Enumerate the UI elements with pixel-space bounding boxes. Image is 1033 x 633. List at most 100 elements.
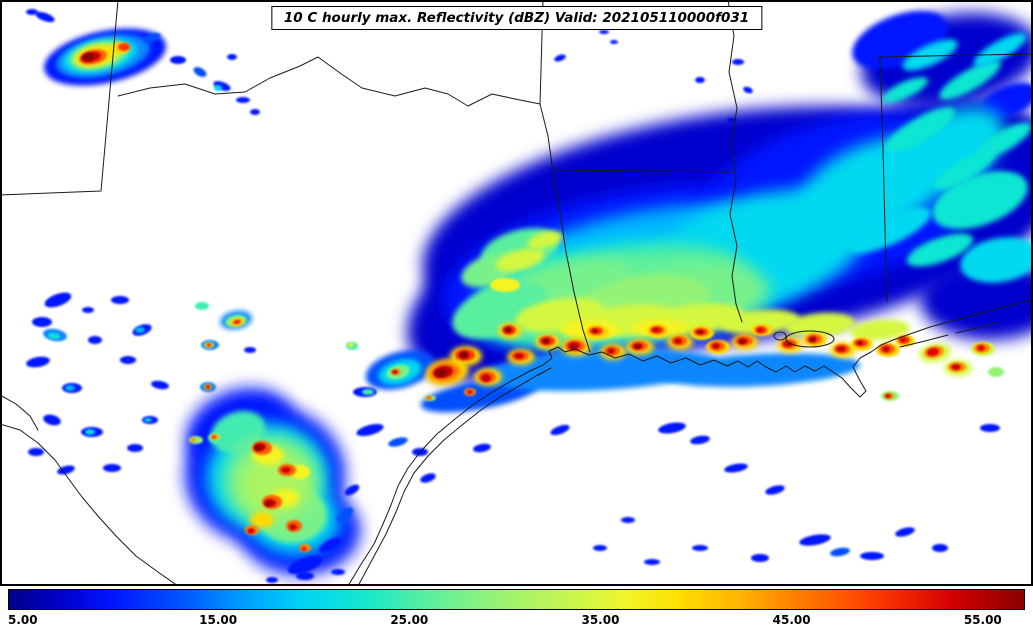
storm-cell — [514, 353, 524, 359]
reflectivity-map: 10 C hourly max. Reflectivity (dBZ) Vali… — [0, 0, 1033, 586]
storm-cell — [739, 340, 745, 344]
colorbar-tick-label: 15.00 — [199, 613, 238, 627]
storm-cell — [695, 77, 705, 83]
storm-cell — [857, 341, 863, 345]
storm-cell — [906, 233, 974, 267]
storm-cell — [236, 97, 250, 103]
storm-cell — [542, 338, 550, 344]
storm-cell — [48, 332, 60, 340]
storm-cell — [250, 512, 274, 528]
state-boundary-newmexico-texas — [2, 2, 119, 196]
red-river-texas-oklahoma-boundary — [117, 56, 541, 107]
rio-grande-boundary — [2, 424, 177, 584]
storm-cell — [884, 107, 956, 153]
storm-cell — [135, 327, 145, 333]
storm-cell — [504, 327, 512, 333]
storm-cell — [281, 467, 291, 473]
storm-cell — [480, 349, 720, 391]
storm-cell — [692, 545, 708, 551]
storm-cell — [44, 292, 72, 308]
storm-cell — [932, 544, 948, 552]
storm-cell — [732, 59, 744, 65]
map-canvas — [0, 0, 1033, 586]
lake-maurepas-outline — [773, 331, 787, 341]
mississippi-river-boundary — [727, 2, 743, 323]
storm-cell — [356, 423, 384, 437]
storm-cell — [696, 330, 704, 334]
storm-cell — [195, 302, 209, 310]
map-frame — [0, 0, 1033, 586]
storm-cell — [743, 86, 753, 94]
storm-cell — [981, 82, 1031, 118]
gulf-coastline — [348, 299, 1031, 584]
storm-cell — [190, 438, 196, 442]
storm-cell — [206, 343, 212, 347]
mississippi-alabama-boundary — [879, 56, 888, 303]
storm-cell — [266, 577, 278, 583]
storm-cell — [392, 370, 398, 374]
storm-cell — [978, 122, 1031, 158]
storm-cell — [244, 347, 256, 353]
storm-cell — [939, 60, 1001, 100]
storm-cell — [765, 485, 785, 495]
storm-cell — [214, 85, 222, 91]
storm-cell — [26, 356, 50, 368]
storm-cell — [757, 328, 763, 332]
storm-cell — [211, 435, 217, 439]
storm-cell — [927, 347, 939, 357]
storm-cell — [193, 67, 207, 77]
storm-cell — [118, 43, 130, 51]
storm-cell — [296, 572, 314, 580]
storm-cell — [644, 559, 660, 565]
storm-cell — [127, 444, 143, 452]
storm-cell — [85, 429, 95, 435]
storm-cell — [885, 394, 891, 398]
storm-cell — [836, 346, 846, 352]
sabine-texas-louisiana-boundary — [539, 103, 591, 353]
storm-cell — [254, 445, 262, 451]
storm-cell — [250, 109, 260, 115]
storm-cell — [712, 343, 720, 349]
mexico-river-branch — [2, 395, 39, 431]
storm-cell — [607, 348, 615, 354]
storm-cell — [331, 569, 345, 575]
storm-cell — [799, 534, 831, 546]
storm-cell — [980, 424, 1000, 432]
texas-barrier-island — [358, 367, 552, 584]
storm-cell — [420, 473, 436, 483]
storm-cell — [902, 39, 958, 71]
plot-title: 10 C hourly max. Reflectivity (dBZ) Vali… — [270, 6, 763, 30]
storm-cell — [28, 448, 44, 456]
storm-cell — [527, 230, 563, 250]
colorbar-labels: 5.00 15.00 25.00 35.00 45.00 55.00 — [8, 610, 1025, 630]
storm-cell — [289, 524, 297, 530]
colorbar-tick-label: 5.00 — [8, 613, 38, 627]
storm-cell — [830, 547, 850, 557]
storm-cell — [227, 54, 237, 60]
storm-cell — [951, 364, 961, 370]
lake-pontchartrain-outline — [785, 330, 835, 348]
basemap-boundaries-layer — [2, 2, 1031, 584]
storm-cell — [287, 555, 323, 575]
storm-cell — [674, 338, 682, 344]
storm-cell — [658, 422, 686, 434]
storm-cell — [592, 329, 598, 333]
storm-cell — [205, 385, 211, 389]
storm-cell — [783, 341, 793, 347]
storm-cell — [57, 465, 75, 475]
storm-cell — [103, 464, 121, 472]
storm-cell — [850, 319, 910, 341]
storm-cell — [495, 248, 545, 272]
colorbar-tick-label: 55.00 — [963, 613, 1002, 627]
storm-cell — [170, 56, 186, 64]
storm-cell — [751, 554, 769, 562]
storm-cell — [882, 346, 890, 352]
storm-cell — [960, 237, 1031, 283]
storm-cell — [593, 545, 607, 551]
storm-cell — [111, 296, 129, 304]
storm-cell — [344, 484, 360, 496]
storm-cell — [426, 396, 432, 400]
storm-cell — [610, 40, 618, 44]
storm-cell — [481, 374, 491, 382]
